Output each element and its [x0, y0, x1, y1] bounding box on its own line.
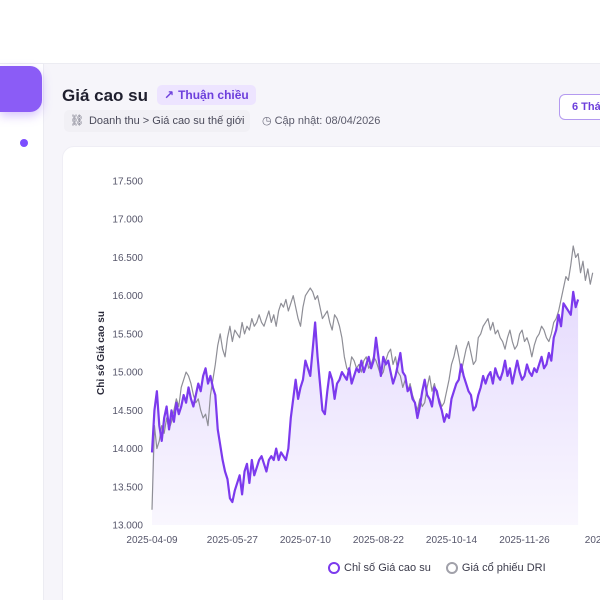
trend-badge: ↗ Thuận chiều: [157, 85, 256, 105]
sidebar: [0, 64, 44, 600]
breadcrumb-text: Doanh thu > Giá cao su thế giới: [88, 115, 245, 127]
series-line-dri: [151, 245, 594, 510]
x-tick-label: 2025-10-14: [426, 535, 478, 546]
series-line-rubber: [150, 290, 580, 504]
updated-text: Cập nhật: 08/04/2026: [274, 115, 381, 127]
x-tick-label: 2025-08-22: [353, 535, 405, 546]
main-content: Giá cao su ↗ Thuận chiều ⛓ Doanh thu > Giá…: [44, 64, 600, 600]
series-area-rubber: [152, 291, 579, 525]
updated-timestamp: ◷ Cập nhật: 08/04/2026: [262, 110, 380, 132]
y-tick-label: 17.000: [112, 215, 143, 226]
hierarchy-icon: ⛓: [70, 115, 84, 127]
trend-badge-label: Thuận chiều: [178, 88, 249, 102]
sidebar-nav-dot[interactable]: [20, 139, 28, 147]
y-tick-label: 16.500: [112, 253, 143, 264]
legend-marker-rubber: [328, 562, 340, 574]
x-tick-label: 2025-07-10: [280, 535, 332, 546]
trend-up-icon: ↗: [164, 88, 175, 102]
y-tick-label: 16.000: [112, 291, 143, 302]
y-tick-label: 13.500: [112, 482, 143, 493]
top-bar: [0, 0, 600, 64]
y-axis-label: Chỉ số Giá cao su: [95, 311, 107, 395]
x-tick-label: 2025-11-26: [499, 535, 550, 546]
clock-icon: ◷: [262, 115, 272, 127]
legend-marker-dri: [445, 562, 458, 574]
y-tick-label: 15.500: [112, 329, 143, 340]
y-tick-label: 17.500: [112, 177, 143, 188]
time-range-button[interactable]: 6 Thá: [559, 94, 600, 120]
y-tick-label: 13.000: [112, 521, 143, 532]
sidebar-active-item[interactable]: [0, 66, 42, 112]
y-tick-label: 14.000: [112, 444, 143, 455]
chart-legend: Chỉ số Giá cao su Giá cổ phiếu DRI: [328, 562, 558, 578]
x-tick-label: 2026-: [585, 535, 600, 546]
x-tick-label: 2025-04-09: [126, 535, 178, 546]
y-tick-label: 15.000: [112, 368, 143, 379]
y-tick-label: 14.500: [112, 406, 143, 417]
legend-label-dri: Giá cổ phiếu DRI: [461, 562, 546, 574]
x-tick-label: 2025-05-27: [207, 535, 259, 546]
breadcrumb[interactable]: ⛓ Doanh thu > Giá cao su thế giới: [64, 110, 251, 132]
page-title: Giá cao su: [62, 86, 148, 105]
legend-label-rubber: Chỉ số Giá cao su: [344, 562, 431, 574]
legend-item-rubber-index[interactable]: Chỉ số Giá cao su: [328, 562, 431, 574]
legend-item-dri-price[interactable]: Giá cổ phiếu DRI: [445, 562, 546, 574]
